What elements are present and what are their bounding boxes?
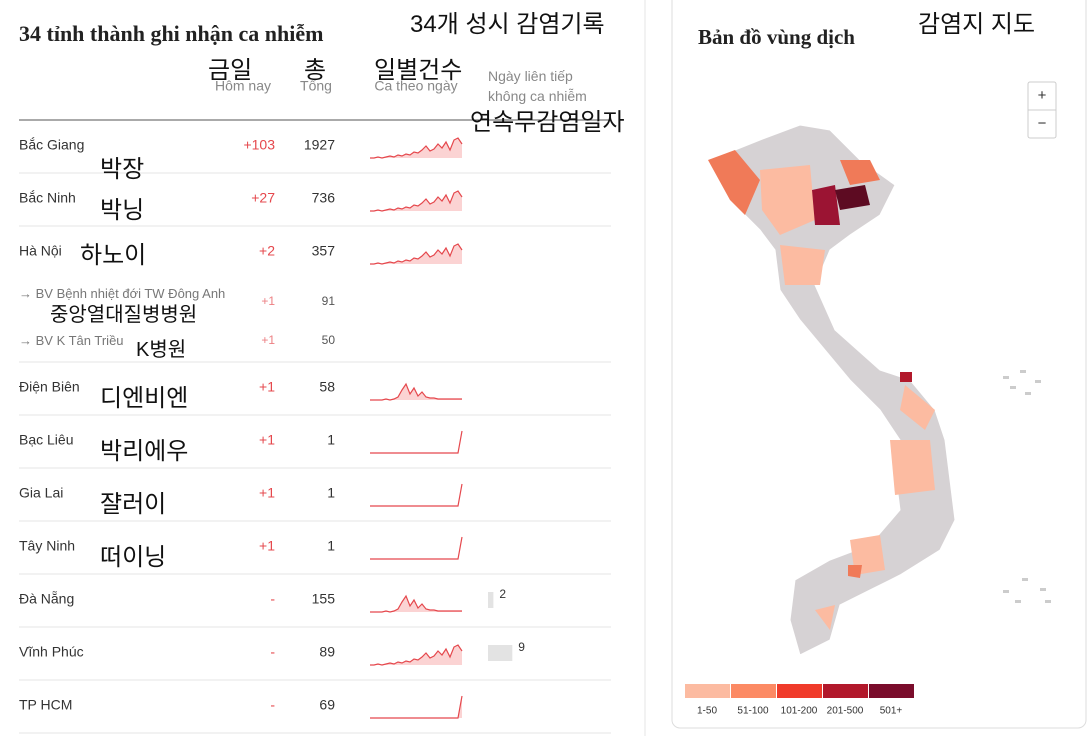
legend-swatch [869,684,914,698]
total-count: 357 [312,243,336,259]
province-name: Bạc Liêu [19,432,73,448]
zero-days-label: 9 [518,640,525,654]
sparkline [370,483,463,507]
annotation: 일별건수 [374,57,463,84]
sparkline-area [370,138,462,158]
today-count: +27 [251,190,275,206]
annotation: 쟐러이 [100,491,167,518]
sparkline-area [370,244,462,264]
legend-swatch [685,684,730,698]
today-count: +103 [243,137,275,153]
annotation: 연속무감염일자 [470,109,625,136]
col-header: Ngày liên tiếp không ca nhiễm [488,68,587,104]
today-count: +2 [259,243,275,259]
sparkline [370,430,463,454]
legend-label: 201-500 [827,706,864,717]
today-count: +1 [259,379,275,395]
zoom-out[interactable]: − [1038,115,1047,132]
map [708,124,1051,656]
province-name: Gia Lai [19,485,63,501]
sparkline [370,695,463,719]
total-count: 1 [327,538,335,554]
sparkline [370,644,463,666]
today-count: - [270,697,275,713]
province-name: TP HCM [19,697,72,713]
legend-label: 101-200 [781,706,818,717]
total-count: 91 [322,294,336,308]
sparkline [370,137,463,159]
province-name: Điện Biên [19,379,80,395]
total-count: 69 [319,697,335,713]
total-count: 50 [322,333,336,347]
sparkline [370,382,462,401]
province-name: Bắc Ninh [19,190,76,206]
total-count: 1 [327,432,335,448]
map-title: Bản đồ vùng dịch [698,25,855,49]
annotation: 박리에우 [100,438,189,465]
total-count: 58 [319,379,335,395]
legend-swatch [823,684,868,698]
today-count: +1 [259,538,275,554]
province-name: Hà Nội [19,243,62,259]
sparkline-area [370,645,462,665]
legend-swatch [777,684,822,698]
sparkline-area [370,696,462,718]
province-name: Bắc Giang [19,137,84,153]
today-count: - [270,644,275,660]
annotation: 떠이닝 [100,544,167,571]
annotation: 박장 [100,156,145,183]
col-header: Hôm nay [215,78,271,94]
zero-days-bar [488,592,494,608]
table-title: 34 tỉnh thành ghi nhận ca nhiễm [19,21,323,46]
province-name: Đà Nẵng [19,591,74,607]
total-count: 1 [327,485,335,501]
sub-row-name: → BV Bệnh nhiệt đới TW Đông Anh [19,286,226,301]
annotation: 금일 [208,57,253,84]
annotation: 감염지 지도 [918,11,1036,38]
sparkline [370,536,463,560]
zero-days-bar [488,645,513,661]
annotation: 디엔비엔 [100,385,189,412]
total-count: 1927 [304,137,335,153]
zero-days-label: 2 [499,587,506,601]
zoom-in[interactable]: + [1038,87,1047,104]
sub-row-name: → BV K Tân Triều [19,333,124,348]
col-header: Ca theo ngày [374,78,457,94]
province-name: Tây Ninh [19,538,75,554]
sparkline-area [370,191,462,211]
total-count: 736 [312,190,336,206]
col-header: Tổng [300,78,332,94]
today-count: +1 [259,485,275,501]
annotation: 박닝 [100,197,145,224]
annotation: 하노이 [80,242,147,269]
legend-swatch [731,684,776,698]
legend-label: 51-100 [737,706,769,717]
annotation: 34개 성시 감염기록 [410,11,605,38]
today-count: - [270,591,275,607]
annotation: 중앙열대질병병원 [50,304,198,326]
map-card [671,0,1087,729]
today-count: +1 [261,333,275,347]
today-count: +1 [259,432,275,448]
province-name: Vĩnh Phúc [19,644,84,660]
today-count: +1 [261,294,275,308]
legend-label: 501+ [880,706,903,717]
legend-label: 1-50 [697,706,717,717]
annotation: K병원 [136,339,187,361]
sparkline [370,243,463,265]
annotation: 총 [304,57,327,84]
sparkline [370,190,463,212]
total-count: 155 [312,591,336,607]
sparkline [370,594,462,613]
total-count: 89 [319,644,335,660]
